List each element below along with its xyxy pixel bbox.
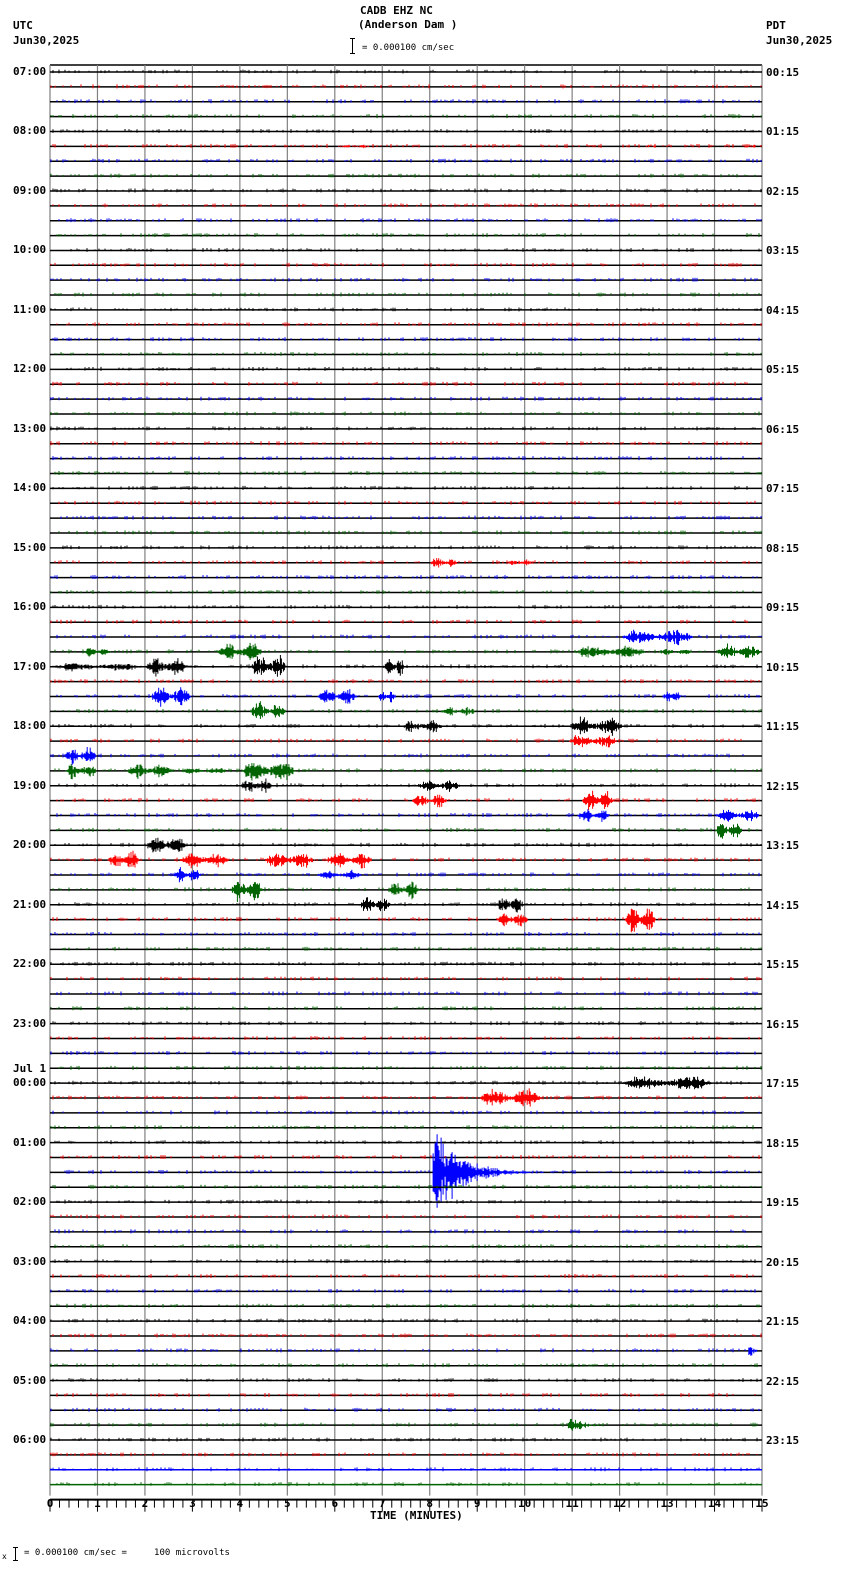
station-location: (Anderson Dam ) [358, 18, 458, 31]
left-timezone: UTC [13, 19, 33, 32]
pdt-hour-label: 21:15 [766, 1315, 800, 1329]
utc-hour-label: 06:00 [13, 1433, 47, 1447]
x-tick-label: 10 [518, 1497, 532, 1510]
utc-hour-label: 00:00 [13, 1076, 47, 1090]
pdt-hour-label: 06:15 [766, 422, 800, 436]
x-tick-label: 2 [141, 1497, 149, 1510]
right-date: Jun30,2025 [766, 34, 833, 47]
x-tick-label: 4 [236, 1497, 244, 1510]
utc-hour-label: 10:00 [13, 243, 47, 257]
pdt-hour-label: 09:15 [766, 601, 800, 615]
utc-hour-label: 21:00 [13, 897, 47, 911]
x-axis-label: TIME (MINUTES) [370, 1509, 463, 1522]
pdt-hour-label: 19:15 [766, 1196, 800, 1210]
pdt-hour-label: 13:15 [766, 839, 800, 853]
x-tick-label: 12 [612, 1497, 627, 1510]
utc-hour-label: 04:00 [13, 1314, 47, 1328]
x-tick-label: 1 [94, 1497, 101, 1510]
utc-hour-label: 18:00 [13, 719, 47, 733]
pdt-hour-label: 08:15 [766, 541, 800, 555]
utc-hour-label: 02:00 [13, 1195, 47, 1209]
utc-hour-label: 14:00 [13, 481, 47, 495]
x-tick-label: 5 [284, 1497, 291, 1510]
x-tick-label: 8 [426, 1497, 434, 1510]
utc-hour-label: 15:00 [13, 540, 47, 554]
pdt-hour-label: 16:15 [766, 1017, 800, 1031]
x-tick-label: 6 [331, 1497, 339, 1510]
utc-hour-label: 19:00 [13, 778, 47, 792]
pdt-hour-label: 00:15 [766, 66, 800, 79]
station-title: CADB EHZ NC [360, 4, 433, 17]
scale-label: = 0.000100 cm/sec [362, 43, 455, 53]
scale-bar-icon [350, 38, 355, 54]
pdt-hour-label: 14:15 [766, 898, 800, 912]
right-timezone: PDT [766, 19, 786, 32]
pdt-hour-label: 22:15 [766, 1374, 800, 1388]
utc-hour-label: 23:00 [13, 1016, 47, 1030]
utc-hour-label: 07:00 [13, 65, 47, 78]
pdt-hour-label: 03:15 [766, 244, 800, 258]
pdt-hour-label: 02:15 [766, 184, 800, 198]
pdt-hour-label: 23:15 [766, 1434, 800, 1448]
utc-hour-label: 13:00 [13, 421, 47, 435]
footer-scale-icon: x [2, 1546, 22, 1562]
utc-hour-label: 03:00 [13, 1254, 47, 1268]
x-tick-label: 9 [473, 1497, 481, 1510]
svg-text:x: x [2, 1552, 7, 1561]
left-date: Jun30,2025 [13, 34, 80, 47]
x-tick-label: 11 [565, 1497, 579, 1510]
pdt-hour-label: 12:15 [766, 779, 800, 793]
x-tick-label: 13 [660, 1497, 674, 1510]
pdt-hour-label: 11:15 [766, 720, 800, 734]
pdt-hour-label: 20:15 [766, 1255, 800, 1269]
utc-hour-label: 08:00 [13, 124, 47, 138]
pdt-hour-label: 15:15 [766, 958, 800, 972]
utc-hour-label: 22:00 [13, 957, 47, 971]
pdt-hour-label: 18:15 [766, 1136, 800, 1150]
utc-hour-label: 17:00 [13, 659, 47, 673]
utc-hour-label: 12:00 [13, 362, 47, 376]
utc-hour-label: 01:00 [13, 1135, 47, 1149]
pdt-hour-label: 01:15 [766, 125, 800, 139]
utc-hour-label: 11:00 [13, 302, 47, 316]
date-label: Jul 1 [13, 1062, 47, 1076]
pdt-hour-label: 05:15 [766, 363, 800, 377]
x-tick-label: 15 [755, 1497, 769, 1510]
utc-hour-label: 16:00 [13, 600, 47, 614]
pdt-hour-label: 17:15 [766, 1077, 800, 1091]
x-tick-label: 14 [707, 1497, 722, 1510]
pdt-hour-label: 10:15 [766, 660, 800, 674]
x-tick-label: 3 [189, 1497, 196, 1510]
utc-hour-label: 09:00 [13, 183, 47, 197]
x-tick-label: 7 [378, 1497, 386, 1510]
x-tick-label: 0 [46, 1497, 54, 1510]
pdt-hour-label: 07:15 [766, 482, 800, 496]
pdt-hour-label: 04:15 [766, 303, 800, 317]
utc-hour-label: 20:00 [13, 838, 47, 852]
footer-scale-text: = 0.000100 cm/sec = 100 microvolts [24, 1548, 230, 1558]
utc-hour-label: 05:00 [13, 1373, 47, 1387]
